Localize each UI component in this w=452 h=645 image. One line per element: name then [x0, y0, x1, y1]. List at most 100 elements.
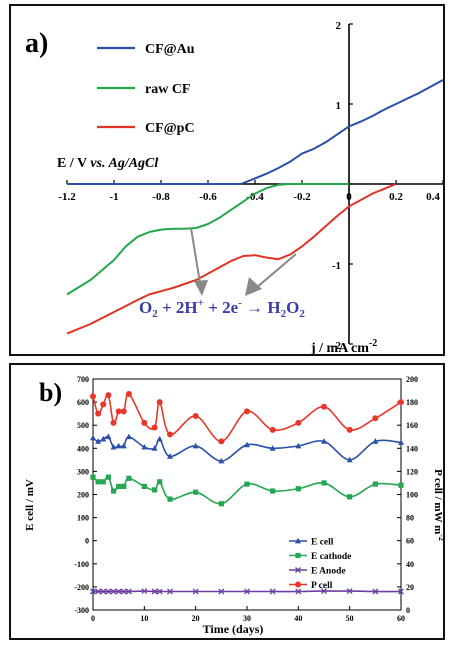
- data-point-e-anode: [125, 588, 132, 595]
- legend-a: CF@Au raw CF CF@pC: [97, 42, 195, 136]
- data-point-e-cell: [346, 456, 353, 463]
- data-point-p-cell: [295, 419, 302, 426]
- legend-marker-e-cell: [295, 537, 301, 544]
- y-tick-label-a: 1: [336, 100, 342, 112]
- legend-label-raw-cf: raw CF: [145, 82, 191, 97]
- data-point-e-cell: [105, 433, 112, 440]
- data-point-e-cell: [110, 443, 117, 450]
- legend-label-cf-pc: CF@pC: [145, 121, 195, 136]
- y-tick-label-b: 300: [77, 467, 89, 476]
- data-point-p-cell: [95, 410, 102, 417]
- data-point-e-anode: [110, 588, 117, 595]
- y-tick-label-b: -300: [74, 606, 89, 615]
- data-point-p-cell: [398, 399, 404, 406]
- data-point-e-cell: [115, 442, 122, 449]
- y-tick-label-a: -2: [332, 340, 342, 352]
- data-point-e-anode: [105, 588, 112, 595]
- series-line-raw-cf: [66, 183, 349, 296]
- x-tick-label-b: 30: [243, 614, 251, 623]
- data-point-e-cell: [321, 438, 327, 444]
- y-tick-label-b: -100: [74, 560, 89, 569]
- data-point-e-cell: [372, 438, 379, 444]
- data-point-p-cell: [346, 426, 353, 433]
- x-tick-label-a: 0.2: [389, 191, 403, 203]
- data-point-e-anode: [156, 588, 163, 595]
- series-line-e-cathode: [92, 476, 402, 505]
- x-tick-label-a: 0.4: [426, 191, 440, 203]
- x-tick-label-a: -1: [109, 191, 118, 203]
- series-line-e-cell: [92, 435, 402, 462]
- data-point-e-cathode: [126, 475, 132, 481]
- data-point-e-cell: [95, 438, 102, 444]
- data-point-e-cell: [244, 441, 250, 448]
- y-axis-label-b: E cell / mV: [24, 479, 36, 531]
- data-point-e-cell: [192, 442, 199, 449]
- data-point-e-cathode: [244, 481, 250, 487]
- data-point-e-cell: [90, 434, 96, 441]
- data-point-p-cell: [321, 403, 327, 410]
- x-tick-label-a: -0.4: [246, 191, 264, 203]
- legend-label-p-cell: P cell: [311, 581, 333, 591]
- panel-a-label: a): [25, 28, 48, 59]
- y2-tick-label-b: 80: [406, 514, 414, 523]
- arrow-head-raw-cf: [194, 280, 208, 296]
- y2-tick-label-b: 180: [406, 398, 418, 407]
- arrow-cf-pc: [255, 253, 297, 289]
- data-point-e-anode: [244, 588, 250, 595]
- legend-label-cf-au: CF@Au: [145, 42, 195, 57]
- legend-label-e-anode: E Anode: [311, 567, 346, 577]
- data-point-e-anode: [295, 588, 302, 595]
- y-tick-label-b: 200: [77, 491, 89, 500]
- y-tick-label-b: 500: [77, 421, 89, 430]
- legend-b: E cell E cathode E Anode P cell: [289, 537, 351, 591]
- data-point-e-cathode: [95, 479, 101, 485]
- data-point-p-cell: [269, 426, 276, 433]
- panel-b-label: b): [39, 378, 62, 407]
- annotation-arrows: [190, 227, 297, 296]
- data-point-p-cell: [156, 399, 163, 406]
- data-point-e-cathode: [152, 487, 158, 493]
- x-tick-label-b: 50: [346, 614, 354, 623]
- data-point-e-anode: [120, 588, 127, 595]
- data-point-e-anode: [218, 588, 225, 595]
- data-point-e-anode: [100, 588, 107, 595]
- data-point-p-cell: [218, 438, 225, 445]
- data-point-p-cell: [110, 419, 117, 426]
- data-point-e-cathode: [167, 496, 173, 502]
- data-point-e-cathode: [193, 489, 199, 495]
- reaction-annotation: O2 + 2H+ + 2e- → H2O2: [139, 297, 305, 320]
- y2-tick-label-b: 200: [406, 375, 418, 384]
- legend-label-e-cell: E cell: [311, 538, 334, 548]
- data-point-e-cathode: [218, 501, 224, 507]
- data-point-p-cell: [141, 419, 148, 426]
- data-point-p-cell: [100, 401, 107, 408]
- panel-a: -1.2 -1 -0.8 -0.6 -0.4 -0.2 0 0.2 0.4 2 1 -1 -2 a) C…: [9, 4, 445, 356]
- y-tick-label-b: 400: [77, 444, 89, 453]
- x-tick-label-b: 0: [91, 614, 95, 623]
- y-tick-label-b: 100: [77, 514, 89, 523]
- y2-axis-label-b: P cell / mW m-2: [432, 469, 443, 541]
- data-point-e-cell: [141, 443, 148, 450]
- series-line-cf-au: [67, 79, 443, 185]
- y2-tick-label-b: 120: [406, 467, 418, 476]
- data-point-e-cathode: [110, 488, 117, 494]
- x-tick-label-a: -0.8: [152, 191, 170, 203]
- series-line-cf-pc: [66, 183, 397, 335]
- data-point-p-cell: [192, 412, 199, 419]
- y-tick-label-b: -200: [74, 583, 89, 592]
- data-point-e-cathode: [141, 483, 147, 490]
- x-tick-label-a: -0.2: [293, 191, 311, 203]
- y2-tick-label-b: 20: [406, 583, 414, 592]
- data-point-e-anode: [192, 588, 199, 595]
- data-point-e-anode: [167, 588, 173, 595]
- y2-tick-label-b: 60: [406, 537, 414, 546]
- x-axis-label-b: Time (days): [203, 622, 264, 636]
- panel-b: 700 600 500 400 300 200 100 0 -100 -200 -300 200 180…: [9, 363, 445, 640]
- chart-a: -1.2 -1 -0.8 -0.6 -0.4 -0.2 0 0.2 0.4 2 1 -1 -2 a) C…: [25, 20, 443, 354]
- data-point-e-cathode: [105, 474, 111, 480]
- data-point-e-anode: [151, 588, 158, 595]
- y2-tick-label-b: 160: [406, 421, 418, 430]
- data-point-p-cell: [372, 415, 379, 422]
- data-point-e-cell: [156, 435, 163, 442]
- x-tick-label-b: 10: [140, 614, 148, 623]
